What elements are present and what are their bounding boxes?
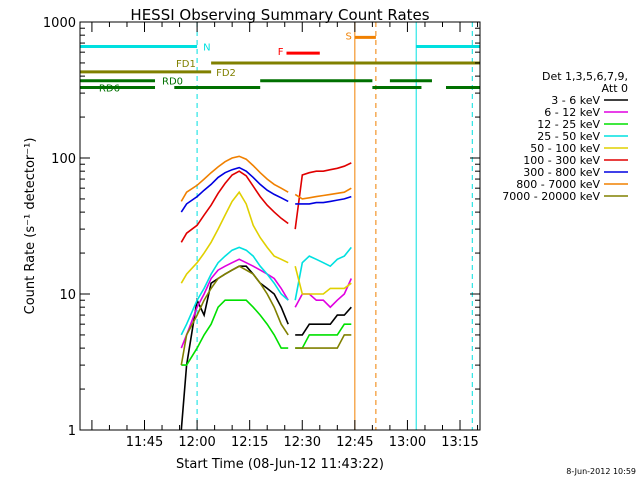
flag-label-fd2: FD2 (216, 68, 236, 79)
x-tick-label-1: 12:00 (178, 435, 215, 450)
series-line-4 (180, 190, 352, 295)
legend-header-line-2: Att 0 (602, 82, 628, 95)
y-tick-label-1: 10 (59, 288, 76, 303)
series-line-5 (180, 162, 352, 243)
x-axis: 11:45 12:00 12:15 12:30 12:45 13:00 13:15 (91, 22, 479, 450)
x-tick-label-4: 12:45 (336, 435, 373, 450)
footer-date: 8-Jun-2012 10:59 (566, 467, 636, 476)
legend-label-0: 3 - 6 keV (551, 94, 600, 107)
series-line-8 (180, 265, 352, 366)
x-tick-label-6: 13:15 (441, 435, 478, 450)
y-tick-label-3: 1000 (43, 16, 76, 31)
flag-label-rd6: RD6 (99, 83, 120, 94)
legend-label-8: 7000 - 20000 keV (502, 190, 600, 203)
x-axis-label: Start Time (08-Jun-12 11:43:22) (176, 457, 384, 472)
series-line-2 (181, 299, 352, 366)
legend-label-2: 12 - 25 keV (537, 118, 600, 131)
series-line-3 (180, 246, 352, 336)
plot-frame (79, 21, 481, 431)
x-tick-label-0: 11:45 (126, 435, 163, 450)
chart-title: HESSI Observing Summary Count Rates (130, 6, 429, 24)
x-tick-label-3: 12:30 (284, 435, 321, 450)
series-line-6 (180, 166, 352, 213)
y-tick-label-0: 1 (68, 424, 76, 439)
legend-label-4: 50 - 100 keV (530, 142, 600, 155)
x-tick-label-2: 12:15 (231, 435, 268, 450)
legend-label-5: 100 - 300 keV (523, 154, 600, 167)
legend-label-7: 800 - 7000 keV (516, 178, 600, 191)
flag-label-f: F (278, 47, 284, 58)
x-tick-label-5: 13:00 (389, 435, 426, 450)
flag-label-n: N (203, 43, 210, 54)
legend-label-1: 6 - 12 keV (544, 106, 600, 119)
series-line-7 (180, 155, 352, 202)
y-axis-label: Count Rate (s⁻¹ detector⁻¹) (23, 138, 38, 315)
y-tick-label-2: 100 (51, 152, 76, 167)
legend-label-3: 25 - 50 keV (537, 130, 600, 143)
flag-label-s: S (345, 31, 351, 42)
plot-area: N S F FD1 FD2 RD0 RD6 (79, 22, 480, 431)
legend-label-6: 300 - 800 keV (523, 166, 600, 179)
y-axis: 1 10 100 1000 (43, 16, 480, 439)
flag-label-rd0: RD0 (162, 77, 183, 88)
flag-label-fd1: FD1 (176, 59, 196, 70)
legend-header-line-1: Det 1,3,5,6,7,9, (542, 70, 628, 83)
